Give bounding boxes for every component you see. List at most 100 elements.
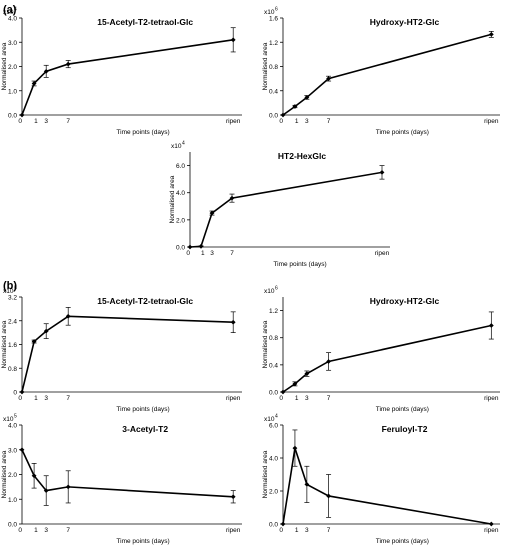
data-point: [65, 484, 71, 490]
x-tick-label: 0: [279, 395, 283, 402]
axis-multiplier-label: x10: [3, 9, 14, 16]
x-tick-label: 7: [66, 118, 70, 125]
series-line: [189, 171, 383, 248]
y-axis-label: Normalised area: [262, 450, 269, 498]
data-point: [326, 493, 331, 499]
x-tick-label: ripen: [484, 527, 499, 534]
chart-1: 0.0 1.0 2.0 3.0 4.0 0 1 3 7 ripen x10 4 15-Acetyl-T2…: [1, 7, 242, 136]
x-tick-label: 3: [305, 118, 309, 125]
data-point: [19, 447, 25, 453]
data-point: [379, 169, 385, 175]
data-point: [31, 473, 37, 479]
chart-3: 0.0 2.0 4.0 6.0 0 1 3 7 ripen x10 4 HT2-HexGlc Time …: [169, 141, 390, 268]
x-tick-label: 7: [327, 395, 331, 402]
data-point: [488, 323, 494, 328]
x-tick-label: 0: [279, 527, 283, 534]
y-tick-label: 0: [13, 390, 17, 397]
data-point: [292, 445, 298, 451]
x-tick-label: ripen: [484, 395, 499, 402]
x-tick-label: 0: [18, 395, 22, 402]
y-axis-label: Normalised area: [262, 42, 269, 90]
data-point: [304, 371, 310, 377]
x-axis-label: Time points (days): [376, 538, 429, 545]
x-tick-label: 7: [66, 527, 70, 534]
x-tick-label: 1: [34, 527, 38, 534]
y-tick-label: 0.4: [269, 362, 278, 369]
data-point: [31, 81, 37, 86]
y-tick-label: 2.0: [176, 217, 185, 224]
series-line: [282, 447, 492, 525]
chart-5: 0.0 0.4 0.8 1.2 0 1 3 7 ripen x10 6 Hydroxy-HT2-Glc…: [262, 286, 500, 413]
data-point: [187, 244, 193, 250]
y-tick-label: 2.4: [8, 318, 17, 325]
chart-6: 0.0 1.0 2.0 3.0 4.0 0 1 3 7 ripen x10 5 3-Acetyl-T2 T…: [1, 414, 242, 545]
x-tick-label: 0: [279, 118, 283, 125]
axis-multiplier-label: x10: [3, 288, 14, 295]
chart-title: HT2-HexGlc: [278, 151, 326, 161]
data-point: [488, 521, 494, 527]
data-point: [229, 195, 235, 201]
axis-multiplier-label: x10: [264, 9, 275, 16]
x-axis-label: Time points (days): [376, 406, 429, 413]
x-tick-label: 7: [327, 527, 331, 534]
y-tick-label: 4.0: [269, 456, 278, 463]
y-axis-label: Normalised area: [1, 42, 8, 90]
y-tick-label: 2.0: [269, 489, 278, 496]
y-tick-label: 2.0: [8, 472, 17, 479]
series-line: [21, 449, 234, 498]
chart-2: 0.0 0.4 0.8 1.2 1.6 0 1 3 7 ripen x10 6 Hydroxy-HT2-…: [262, 7, 500, 136]
axis-multiplier-exponent: 4: [14, 7, 17, 13]
y-tick-label: 0.0: [269, 113, 278, 120]
data-point: [326, 76, 331, 82]
y-tick-label: 4.0: [8, 16, 17, 23]
data-point: [280, 112, 286, 118]
x-tick-label: 7: [66, 395, 70, 402]
data-point: [304, 482, 310, 487]
data-point: [19, 389, 25, 395]
x-tick-label: 3: [44, 118, 48, 125]
data-point: [280, 521, 286, 527]
y-tick-label: 1.6: [269, 16, 278, 23]
x-tick-label: 3: [305, 395, 309, 402]
x-tick-label: ripen: [484, 118, 499, 125]
axis-multiplier-exponent: 4: [182, 141, 185, 147]
y-tick-label: 0.8: [269, 335, 278, 342]
y-tick-label: 0.8: [8, 366, 17, 373]
x-tick-label: 1: [295, 395, 299, 402]
x-tick-label: 7: [230, 250, 234, 257]
y-tick-label: 0.0: [8, 522, 17, 529]
chart-title: Feruloyl-T2: [382, 424, 428, 434]
data-point: [292, 381, 298, 387]
y-tick-label: 2.0: [8, 64, 17, 71]
data-point: [43, 488, 49, 493]
chart-7: 0.0 2.0 4.0 6.0 0 1 3 7 ripen x10 4 Feruloyl-T2 Time…: [262, 414, 500, 545]
axis-multiplier-exponent: 6: [275, 286, 278, 292]
chart-title: Hydroxy-HT2-Glc: [370, 296, 440, 306]
y-tick-label: 3.0: [8, 40, 17, 47]
x-tick-label: ripen: [226, 527, 241, 534]
x-axis-label: Time points (days): [116, 129, 169, 136]
x-axis-label: Time points (days): [376, 129, 429, 136]
axis-multiplier-label: x10: [3, 416, 14, 423]
x-tick-label: 1: [295, 527, 299, 534]
x-tick-label: 1: [34, 118, 38, 125]
y-tick-label: 6.0: [269, 423, 278, 430]
series-line: [282, 324, 492, 393]
y-tick-label: 3.2: [8, 295, 17, 302]
x-tick-label: 1: [34, 395, 38, 402]
data-point: [230, 37, 236, 43]
y-axis-label: Normalised area: [262, 320, 269, 368]
data-point: [488, 31, 494, 37]
chart-4: 0 0.8 1.6 2.4 3.2 0 1 3 7 ripen x10 5 15-Acetyl-T2-t…: [1, 286, 242, 413]
data-point: [304, 95, 310, 100]
series-line: [21, 315, 234, 393]
x-tick-label: 0: [186, 250, 190, 257]
y-axis-label: Normalised area: [1, 450, 8, 498]
y-tick-label: 4.0: [176, 190, 185, 197]
chart-title: 3-Acetyl-T2: [122, 424, 168, 434]
y-tick-label: 0.4: [269, 88, 278, 95]
x-axis-label: Time points (days): [273, 261, 326, 268]
y-tick-label: 0.0: [8, 113, 17, 120]
x-tick-label: 3: [44, 527, 48, 534]
